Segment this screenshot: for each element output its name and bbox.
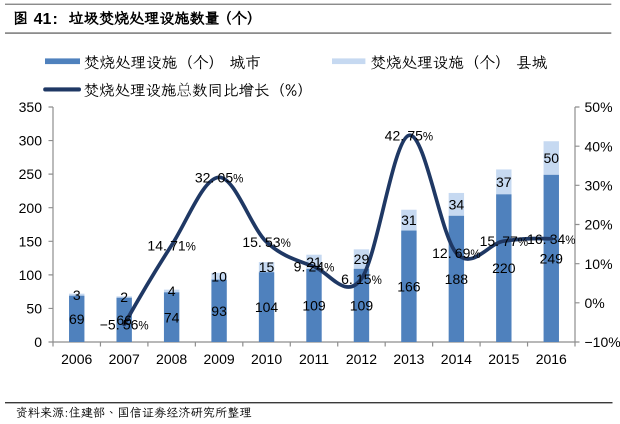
svg-text:10%: 10% [585, 256, 613, 272]
svg-text:2011: 2011 [299, 351, 329, 367]
svg-text:220: 220 [492, 260, 516, 276]
svg-text:31: 31 [401, 212, 417, 228]
svg-text:2008: 2008 [156, 351, 187, 367]
svg-text::: : [53, 11, 58, 28]
svg-text:50%: 50% [585, 99, 613, 115]
svg-text:2009: 2009 [204, 351, 235, 367]
svg-text:74: 74 [164, 309, 180, 325]
svg-text:0%: 0% [585, 295, 605, 311]
svg-text:41: 41 [34, 11, 52, 28]
svg-text:30%: 30% [585, 177, 613, 193]
svg-text:20%: 20% [585, 217, 613, 233]
svg-text:29: 29 [354, 251, 370, 267]
svg-text:249: 249 [540, 251, 564, 267]
svg-text:200: 200 [19, 200, 43, 216]
svg-text:50: 50 [26, 301, 42, 317]
svg-text:2006: 2006 [61, 351, 92, 367]
svg-text:100: 100 [19, 267, 43, 283]
svg-text:93: 93 [211, 303, 227, 319]
svg-text:150: 150 [19, 233, 43, 249]
svg-text:2: 2 [120, 289, 128, 305]
svg-text:37: 37 [496, 174, 512, 190]
svg-text:250: 250 [19, 166, 43, 182]
svg-text:2015: 2015 [488, 351, 519, 367]
svg-text:34: 34 [449, 196, 465, 212]
svg-text:0: 0 [34, 334, 42, 350]
svg-text:69: 69 [69, 311, 85, 327]
svg-text:15: 15 [259, 259, 275, 275]
svg-text:2012: 2012 [346, 351, 377, 367]
svg-text:188: 188 [445, 271, 469, 287]
svg-text:−10%: −10% [585, 334, 620, 350]
svg-text:4: 4 [168, 283, 176, 299]
svg-text:2013: 2013 [393, 351, 424, 367]
svg-text:109: 109 [350, 298, 374, 314]
svg-text:10: 10 [211, 268, 227, 284]
svg-text:50: 50 [543, 150, 559, 166]
svg-text:104: 104 [255, 299, 279, 315]
svg-text:2007: 2007 [109, 351, 140, 367]
svg-text:3: 3 [73, 287, 81, 303]
svg-text:2010: 2010 [251, 351, 282, 367]
svg-text:300: 300 [19, 133, 43, 149]
svg-text:166: 166 [397, 278, 421, 294]
svg-text:40%: 40% [585, 138, 613, 154]
svg-text:109: 109 [302, 298, 326, 314]
svg-text:2014: 2014 [441, 351, 472, 367]
svg-text:2016: 2016 [536, 351, 567, 367]
svg-text:350: 350 [19, 99, 43, 115]
